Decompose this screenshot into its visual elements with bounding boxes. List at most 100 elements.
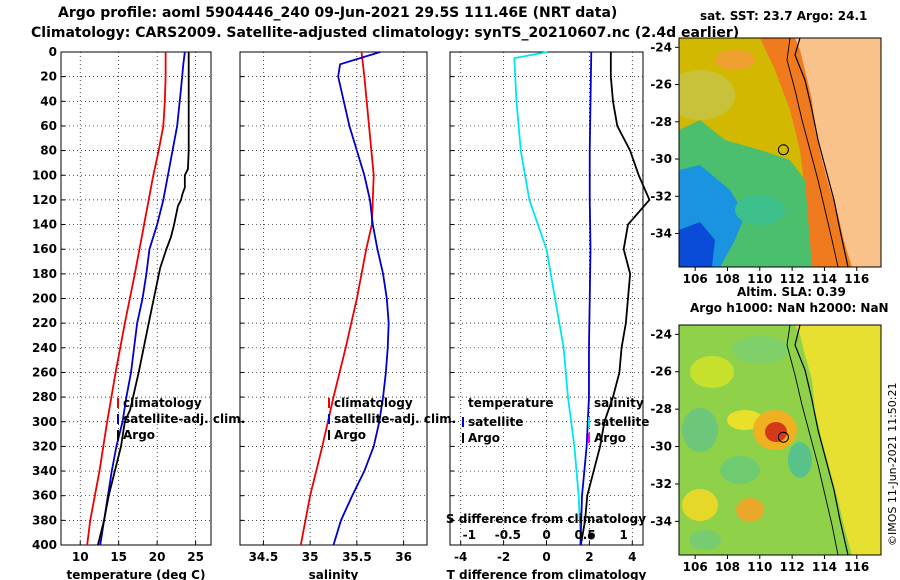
map-lon-label: 110 xyxy=(747,272,772,286)
legend-label: satellite xyxy=(468,415,523,429)
y-tick-label: 200 xyxy=(32,292,57,306)
chart-title-line1: Argo profile: aoml 5904446_240 09-Jun-20… xyxy=(58,5,618,21)
map-lat-label: -32 xyxy=(650,477,672,491)
y-tick-label: 280 xyxy=(32,390,57,404)
sla-blob xyxy=(689,530,721,550)
argo-location-marker xyxy=(777,431,789,443)
y-tick-label: 60 xyxy=(40,119,57,133)
x-tick-label: 25 xyxy=(187,550,204,564)
sla-blob xyxy=(720,456,760,484)
secondary-x-tick-label: 0 xyxy=(542,528,550,542)
series-line-temperature-argo xyxy=(579,52,651,546)
sla-map-frame xyxy=(678,324,882,556)
map-lon-label: 110 xyxy=(747,560,772,574)
map-lat-label: -26 xyxy=(650,365,672,379)
map-ticks: -24 -26 -28 -30 -32 -34 106 108 110 112 114 116 -24 -… xyxy=(650,40,869,574)
map-lon-label: 112 xyxy=(780,560,805,574)
y-tick-label: 0 xyxy=(49,45,57,59)
legend-label: climatology xyxy=(334,396,413,410)
sla-blob xyxy=(682,408,718,452)
plot-frame xyxy=(60,51,212,546)
legend-label: Argo xyxy=(334,428,366,442)
legend-label: Argo xyxy=(123,428,155,442)
x-tick-label: -4 xyxy=(454,550,467,564)
map-lon-label: 114 xyxy=(812,272,837,286)
coastline xyxy=(794,38,849,267)
y-tick-label: 360 xyxy=(32,489,57,503)
series-line-temperature-satellite xyxy=(513,51,582,546)
secondary-x-tick-label: -0.5 xyxy=(495,528,521,542)
legend-label: satellite-adj. clim. xyxy=(334,412,456,426)
secondary-x-tick-label: -1 xyxy=(463,528,476,542)
y-tick-label: 220 xyxy=(32,316,57,330)
sst-map-frame xyxy=(678,37,882,268)
sla-blob xyxy=(732,336,788,364)
map-lon-label: 114 xyxy=(812,560,837,574)
map-lon-label: 112 xyxy=(780,272,805,286)
sla-blob xyxy=(682,489,718,521)
sst-patch-3 xyxy=(715,50,755,70)
map-lat-label: -26 xyxy=(650,78,672,92)
x-tick-label: 2 xyxy=(585,550,593,564)
argo-location-marker xyxy=(777,144,789,156)
series-line-climatology xyxy=(86,52,167,546)
y-tick-label: 40 xyxy=(40,94,57,108)
temperature-panel: 10 15 20 25 0 20 40 60 80 100 120 140 160 180 200 220 24… xyxy=(32,45,245,580)
x-axis-label: temperature (deg C) xyxy=(67,568,206,580)
y-tick-label: 20 xyxy=(40,70,57,84)
difference-panel: -4 -2 0 2 4 T difference from climatology temp… xyxy=(446,51,651,580)
sst-coldest-water xyxy=(679,222,715,267)
map-lat-label: -24 xyxy=(650,327,672,341)
sst-patch xyxy=(679,70,735,120)
map-lon-label: 108 xyxy=(715,272,740,286)
x-tick-label: 20 xyxy=(149,550,166,564)
sla-map-subtitle: Argo h1000: NaN h2000: NaN xyxy=(690,301,889,315)
map-lon-label: 106 xyxy=(683,560,708,574)
y-tick-label: 300 xyxy=(32,415,57,429)
y-tick-label: 340 xyxy=(32,464,57,478)
series-line-satellite-adj-clim- xyxy=(99,51,186,546)
legend-label: satellite xyxy=(594,415,649,429)
map-lon-label: 116 xyxy=(844,560,869,574)
secondary-x-axis-label: S difference from climatology xyxy=(446,512,646,526)
sla-map-title: Altim. SLA: 0.39 xyxy=(737,285,846,299)
series-line-argo xyxy=(97,52,190,546)
map-lat-label: -24 xyxy=(650,40,672,54)
series-line-satellite-adj-clim- xyxy=(332,51,390,546)
y-tick-label: 100 xyxy=(32,168,57,182)
map-lat-label: -34 xyxy=(650,514,672,528)
salinity-surface-marker xyxy=(587,532,595,540)
legend-title-salinity: salinity xyxy=(594,396,644,410)
y-tick-label: 80 xyxy=(40,144,57,158)
isobath xyxy=(786,325,839,555)
map-lon-label: 108 xyxy=(715,560,740,574)
salinity-panel: 34.5 35 35.5 36 salinity climatology satellite… xyxy=(239,51,456,580)
x-axis-label: salinity xyxy=(309,568,359,580)
legend-label: Argo xyxy=(594,431,626,445)
legend-title-temperature: temperature xyxy=(468,396,553,410)
sst-map xyxy=(679,38,881,267)
y-tick-label: 180 xyxy=(32,267,57,281)
x-tick-label: 0 xyxy=(542,550,550,564)
map-lon-label: 116 xyxy=(844,272,869,286)
shelf-region xyxy=(795,325,881,555)
legend-label: climatology xyxy=(123,396,202,410)
sla-low xyxy=(788,442,812,478)
x-tick-label: 35.5 xyxy=(342,550,372,564)
y-tick-label: 140 xyxy=(32,218,57,232)
sla-blob xyxy=(736,498,764,522)
sla-map xyxy=(679,325,881,555)
map-lat-label: -30 xyxy=(650,152,672,166)
isobath xyxy=(786,38,839,267)
y-tick-label: 120 xyxy=(32,193,57,207)
y-tick-label: 320 xyxy=(32,439,57,453)
land-australia xyxy=(795,38,881,267)
x-tick-label: -2 xyxy=(497,550,510,564)
chart-title-line2: Climatology: CARS2009. Satellite-adjuste… xyxy=(31,25,740,41)
legend-label: satellite-adj. clim. xyxy=(123,412,245,426)
series-line-climatology xyxy=(299,51,375,546)
map-lon-label: 106 xyxy=(683,272,708,286)
x-tick-label: 36 xyxy=(395,550,412,564)
secondary-x-tick-label: 1 xyxy=(620,528,628,542)
